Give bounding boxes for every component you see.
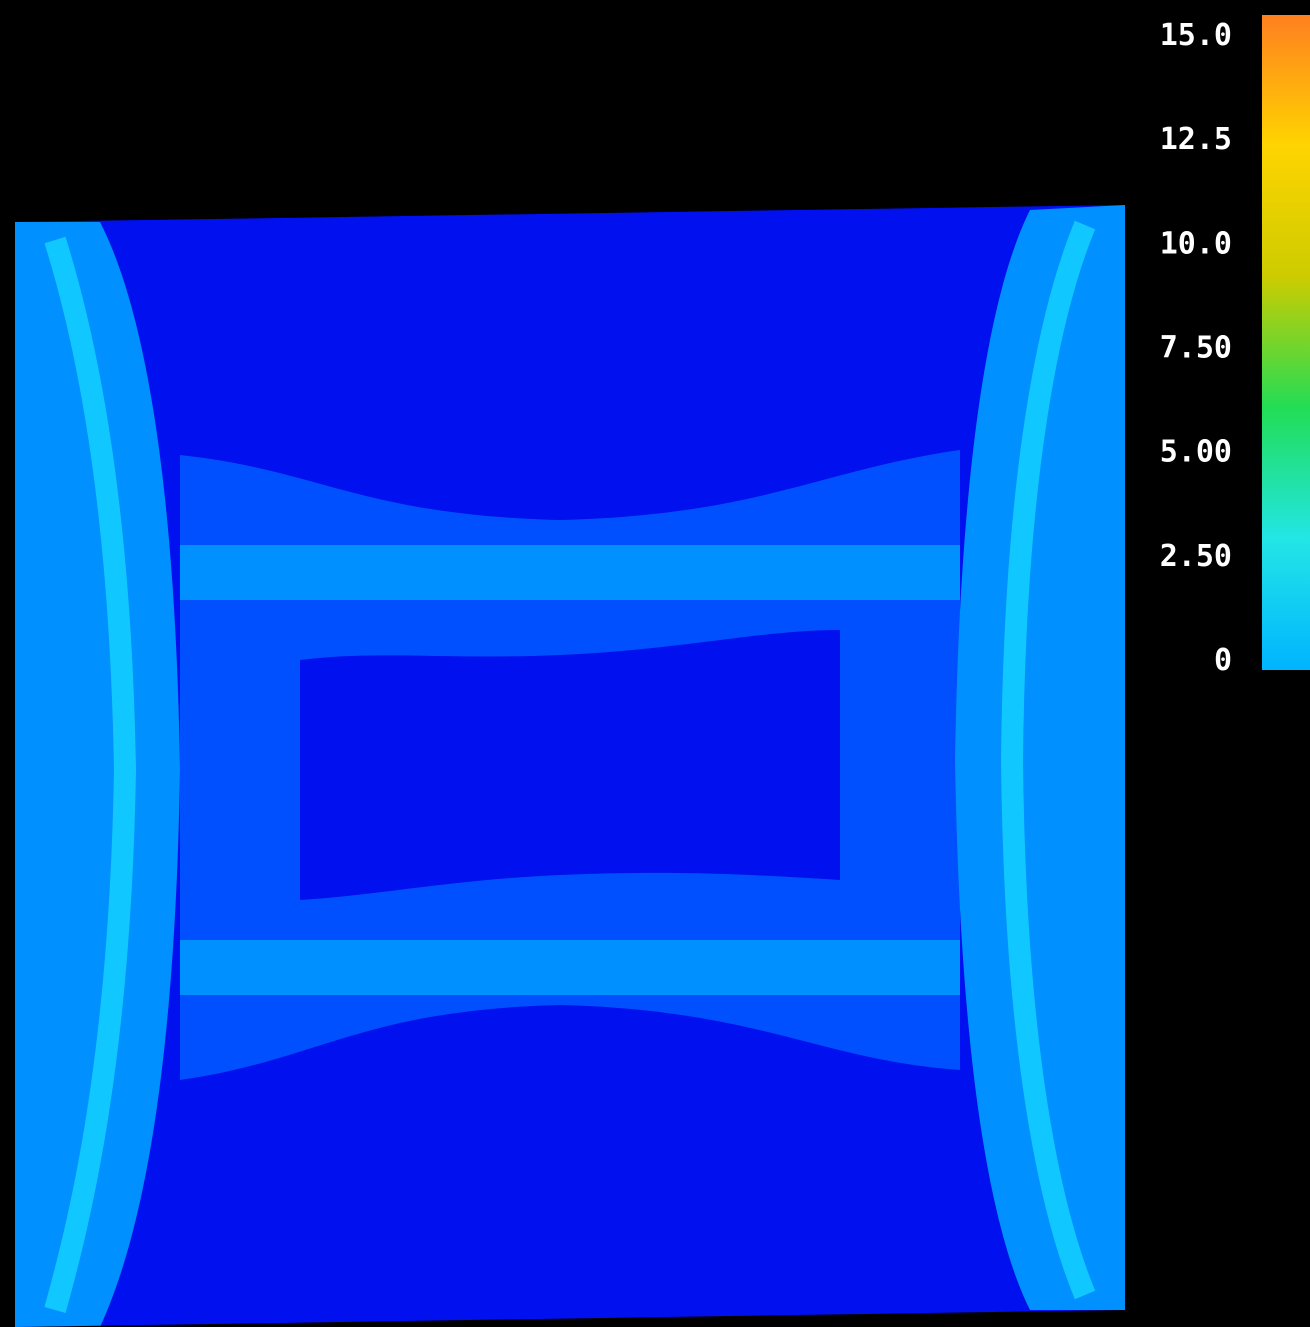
colorbar-tick-label-1: 2.50 (1160, 539, 1232, 574)
colorbar-tick-label-0: 0 (1214, 643, 1232, 678)
heatmap-ring-left (15, 222, 180, 1327)
colorbar (1262, 15, 1310, 670)
heatmap-ring-left-inner (44, 236, 137, 1313)
heatmap-ring-right (955, 205, 1125, 1310)
colorbar-ticks: 0 2.50 5.00 7.50 10.0 12.5 15.0 (1160, 18, 1232, 678)
colorbar-tick-label-5: 12.5 (1160, 122, 1232, 157)
colorbar-tick-label-4: 10.0 (1160, 226, 1232, 261)
heatmap-ring-right-inner (1000, 220, 1096, 1300)
heatmap-core (300, 630, 840, 900)
heatmap-stripe-top (180, 545, 960, 600)
heatmap-field (15, 205, 1125, 1327)
heatmap-stripe-bottom (180, 940, 960, 995)
colorbar-tick-label-3: 7.50 (1160, 331, 1232, 366)
colorbar-tick-label-6: 15.0 (1160, 18, 1232, 53)
colorbar-tick-label-2: 5.00 (1160, 435, 1232, 470)
